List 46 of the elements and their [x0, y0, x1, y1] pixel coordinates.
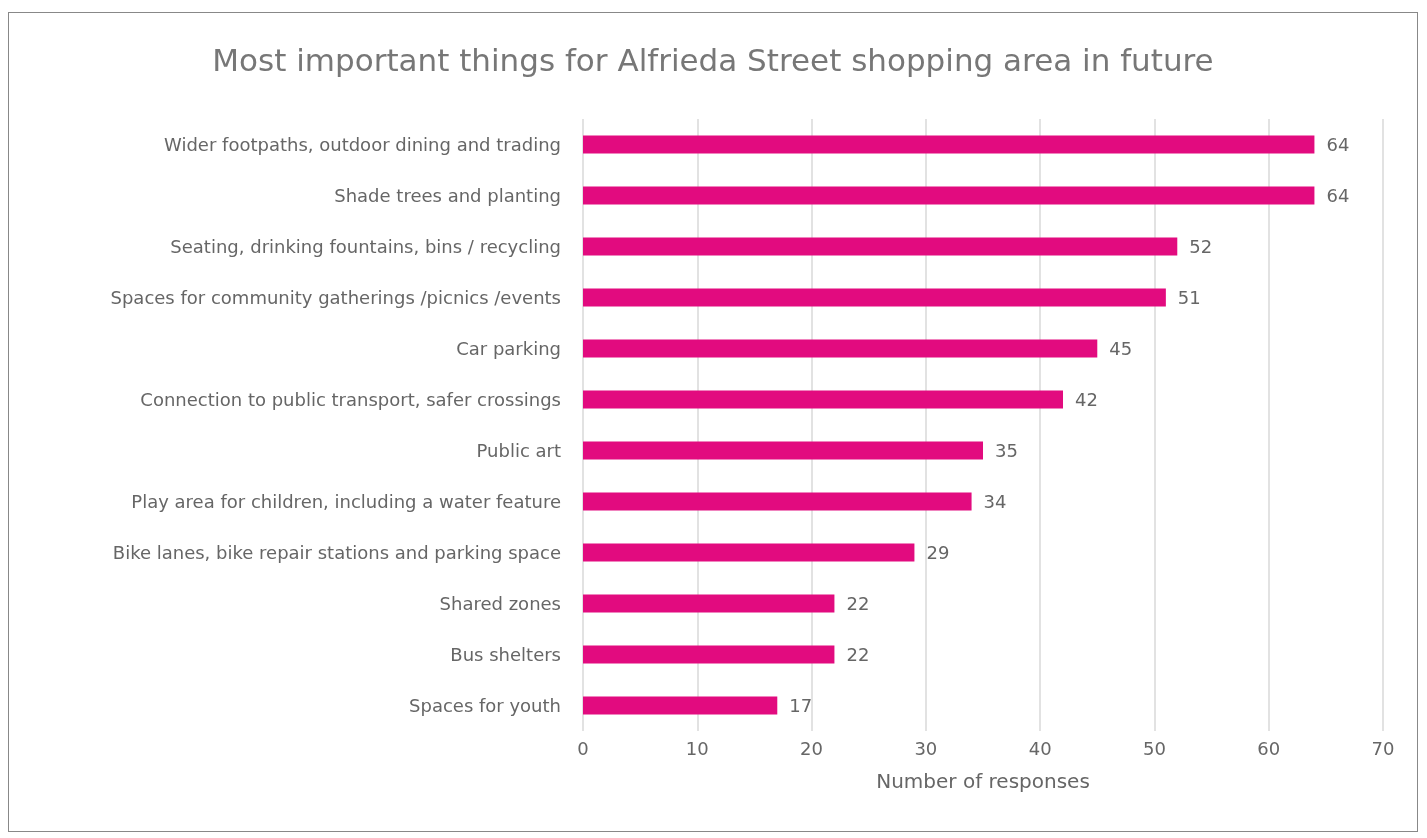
- data-label: 34: [983, 491, 1007, 512]
- x-tick-label: 30: [914, 737, 938, 759]
- x-tick-label: 40: [1028, 737, 1052, 759]
- y-tick-label: Public art: [476, 440, 561, 461]
- chart-title: Most important things for Alfrieda Street shopping area in future: [212, 41, 1214, 78]
- bar: [583, 339, 1098, 358]
- data-label: 51: [1177, 287, 1201, 308]
- data-label: 64: [1326, 185, 1350, 206]
- bar: [583, 441, 983, 460]
- x-tick-label: 10: [685, 737, 709, 759]
- bar: [583, 186, 1315, 205]
- x-tick-label: 60: [1257, 737, 1281, 759]
- bar: [583, 237, 1178, 256]
- x-axis-title: Number of responses: [876, 769, 1090, 793]
- data-label: 29: [926, 542, 950, 563]
- x-tick-label: 20: [800, 737, 824, 759]
- bar: [583, 390, 1063, 409]
- data-label: 64: [1326, 134, 1350, 155]
- x-tick-label: 70: [1371, 737, 1395, 759]
- bar: [583, 543, 915, 562]
- data-label: 17: [789, 695, 813, 716]
- y-tick-label: Wider footpaths, outdoor dining and trading: [164, 134, 561, 155]
- y-tick-label: Spaces for youth: [409, 695, 561, 716]
- y-tick-label: Car parking: [456, 338, 561, 359]
- y-tick-label: Shade trees and planting: [334, 185, 561, 206]
- data-label: 52: [1189, 236, 1213, 257]
- bar: [583, 288, 1166, 307]
- bar: [583, 492, 972, 511]
- data-label: 22: [846, 593, 870, 614]
- bar: [583, 594, 835, 613]
- x-tick-label: 0: [577, 737, 589, 759]
- data-label: 45: [1109, 338, 1133, 359]
- bar: [583, 696, 778, 715]
- bar: [583, 645, 835, 664]
- y-tick-label: Connection to public transport, safer crossings: [140, 389, 561, 410]
- y-tick-label: Bike lanes, bike repair stations and parking space: [112, 542, 561, 563]
- data-label: 35: [995, 440, 1018, 461]
- data-label: 22: [846, 644, 870, 665]
- y-tick-label: Play area for children, including a water feature: [131, 491, 561, 512]
- y-tick-label: Spaces for community gatherings /picnics /events: [110, 287, 561, 308]
- y-tick-label: Seating, drinking fountains, bins / recycling: [170, 236, 561, 257]
- y-tick-label: Shared zones: [439, 593, 561, 614]
- x-tick-label: 50: [1142, 737, 1166, 759]
- data-label: 42: [1075, 389, 1098, 410]
- bar: [583, 135, 1315, 154]
- y-tick-label: Bus shelters: [450, 644, 561, 665]
